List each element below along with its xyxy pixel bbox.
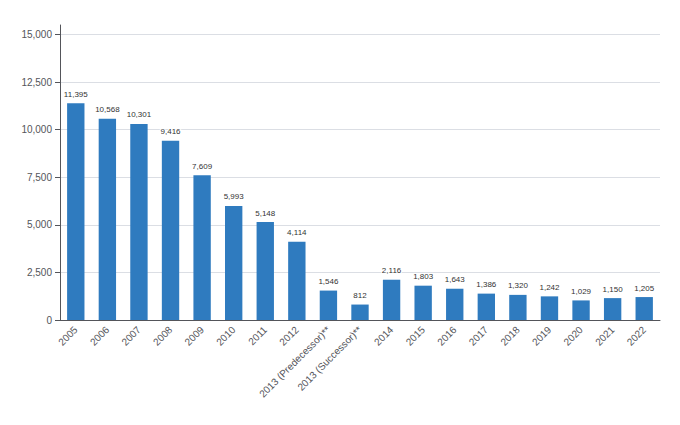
svg-text:2,116: 2,116 [382, 266, 402, 275]
svg-text:2013 (Predecessor)**: 2013 (Predecessor)** [257, 324, 333, 400]
svg-text:5,993: 5,993 [224, 192, 245, 201]
svg-text:11,395: 11,395 [64, 90, 88, 99]
svg-text:2010: 2010 [214, 324, 238, 348]
svg-text:2016: 2016 [435, 324, 459, 348]
svg-text:2022: 2022 [625, 324, 649, 348]
svg-text:1,803: 1,803 [413, 272, 434, 281]
svg-text:2,500: 2,500 [27, 267, 52, 278]
svg-text:2018: 2018 [498, 324, 522, 348]
svg-text:12,500: 12,500 [21, 77, 52, 88]
svg-text:2020: 2020 [561, 324, 585, 348]
svg-text:2005: 2005 [56, 324, 80, 348]
svg-text:1,320: 1,320 [508, 281, 529, 290]
svg-text:2019: 2019 [530, 324, 554, 348]
svg-text:2012: 2012 [277, 324, 301, 348]
svg-text:1,242: 1,242 [539, 283, 560, 292]
svg-text:5,148: 5,148 [255, 209, 276, 218]
svg-text:2008: 2008 [151, 324, 175, 348]
svg-text:4,114: 4,114 [287, 228, 307, 237]
svg-text:9,416: 9,416 [161, 127, 182, 136]
svg-text:1,386: 1,386 [476, 280, 497, 289]
svg-text:2014: 2014 [372, 324, 396, 348]
svg-text:2021: 2021 [593, 324, 617, 348]
svg-text:7,500: 7,500 [27, 172, 52, 183]
svg-text:1,150: 1,150 [603, 285, 624, 294]
svg-text:10,000: 10,000 [21, 124, 52, 135]
svg-text:2006: 2006 [88, 324, 112, 348]
svg-text:812: 812 [353, 291, 367, 300]
svg-text:2015: 2015 [404, 324, 428, 348]
svg-text:2011: 2011 [246, 324, 269, 347]
svg-text:1,546: 1,546 [318, 277, 339, 286]
svg-text:1,205: 1,205 [634, 284, 655, 293]
svg-text:0: 0 [46, 315, 52, 326]
svg-text:2009: 2009 [183, 324, 207, 348]
svg-text:7,609: 7,609 [192, 162, 213, 171]
svg-text:2007: 2007 [119, 324, 143, 348]
svg-text:15,000: 15,000 [21, 29, 52, 40]
svg-text:5,000: 5,000 [27, 219, 52, 230]
svg-text:1,643: 1,643 [445, 275, 466, 284]
svg-text:10,301: 10,301 [127, 110, 152, 119]
svg-text:10,568: 10,568 [95, 105, 120, 114]
svg-text:2013 (Successor)**: 2013 (Successor)** [295, 324, 364, 393]
svg-text:1,029: 1,029 [571, 287, 592, 296]
svg-text:2017: 2017 [467, 324, 491, 348]
